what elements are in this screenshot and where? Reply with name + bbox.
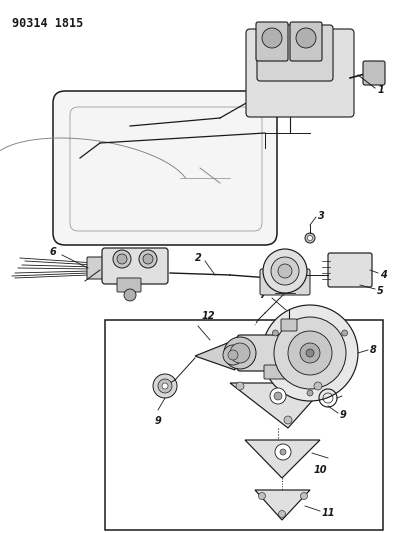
- FancyBboxPatch shape: [260, 269, 310, 295]
- Circle shape: [258, 492, 265, 499]
- Circle shape: [230, 343, 250, 363]
- Circle shape: [224, 337, 256, 369]
- Circle shape: [300, 343, 320, 363]
- Circle shape: [270, 388, 286, 404]
- FancyBboxPatch shape: [53, 91, 277, 245]
- FancyBboxPatch shape: [281, 319, 297, 331]
- Text: 7: 7: [259, 290, 266, 300]
- Circle shape: [228, 350, 238, 360]
- Text: 9: 9: [155, 416, 161, 426]
- Circle shape: [143, 254, 153, 264]
- Circle shape: [124, 289, 136, 301]
- Text: 10: 10: [313, 465, 327, 475]
- Circle shape: [296, 28, 316, 48]
- Circle shape: [280, 449, 286, 455]
- Text: 6: 6: [49, 247, 56, 257]
- FancyBboxPatch shape: [117, 278, 141, 292]
- Circle shape: [305, 233, 315, 243]
- Circle shape: [236, 382, 244, 390]
- Circle shape: [274, 392, 282, 400]
- Text: 8: 8: [370, 345, 377, 355]
- Circle shape: [271, 257, 299, 285]
- Circle shape: [274, 317, 346, 389]
- Circle shape: [279, 511, 285, 518]
- Text: 90314 1815: 90314 1815: [12, 17, 83, 30]
- Polygon shape: [245, 440, 320, 478]
- Circle shape: [139, 250, 157, 268]
- FancyBboxPatch shape: [237, 335, 298, 371]
- Circle shape: [223, 345, 243, 365]
- Text: 12: 12: [201, 311, 215, 321]
- Circle shape: [158, 379, 172, 393]
- Text: 3: 3: [318, 211, 325, 221]
- FancyBboxPatch shape: [328, 253, 372, 287]
- Polygon shape: [230, 383, 328, 428]
- Circle shape: [162, 383, 168, 389]
- Circle shape: [263, 249, 307, 293]
- Circle shape: [314, 382, 322, 390]
- Circle shape: [288, 331, 332, 375]
- Text: 1: 1: [378, 85, 385, 95]
- Circle shape: [117, 254, 127, 264]
- Text: 9: 9: [340, 410, 347, 420]
- FancyBboxPatch shape: [105, 320, 383, 530]
- Circle shape: [278, 264, 292, 278]
- Circle shape: [300, 492, 308, 499]
- FancyBboxPatch shape: [102, 248, 168, 284]
- FancyBboxPatch shape: [246, 29, 354, 117]
- Circle shape: [307, 390, 313, 396]
- Circle shape: [341, 330, 347, 336]
- Polygon shape: [195, 340, 235, 370]
- Circle shape: [262, 305, 358, 401]
- Circle shape: [284, 416, 292, 424]
- Circle shape: [272, 330, 278, 336]
- Circle shape: [153, 374, 177, 398]
- Circle shape: [262, 28, 282, 48]
- FancyBboxPatch shape: [363, 61, 385, 85]
- Polygon shape: [255, 490, 310, 520]
- Text: 4: 4: [380, 270, 387, 280]
- Circle shape: [113, 250, 131, 268]
- Text: 2: 2: [195, 253, 202, 263]
- Circle shape: [308, 236, 312, 240]
- Text: 5: 5: [377, 286, 384, 296]
- Circle shape: [275, 444, 291, 460]
- FancyBboxPatch shape: [257, 25, 333, 81]
- Text: 11: 11: [322, 508, 336, 518]
- FancyBboxPatch shape: [264, 365, 306, 379]
- FancyBboxPatch shape: [256, 22, 288, 61]
- Circle shape: [306, 349, 314, 357]
- FancyBboxPatch shape: [290, 22, 322, 61]
- FancyBboxPatch shape: [87, 257, 114, 279]
